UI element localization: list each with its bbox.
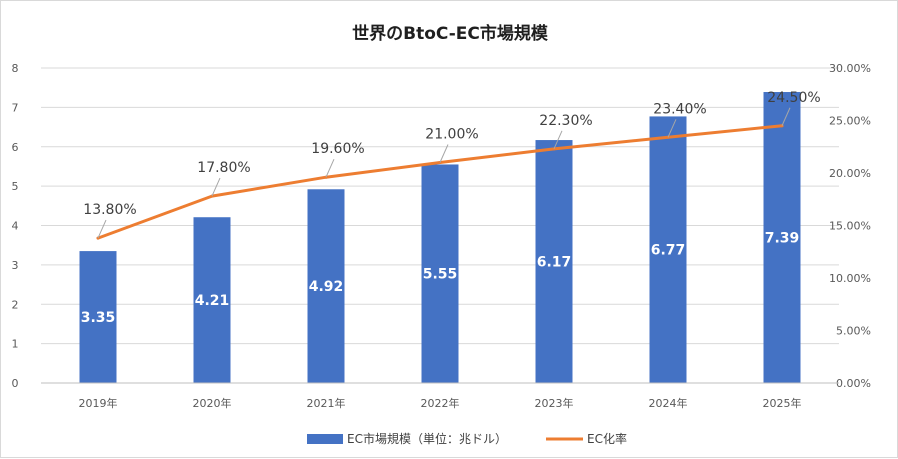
line-value-label: 17.80%: [197, 160, 250, 176]
bar: [421, 164, 459, 383]
bar-value-label: 4.21: [195, 293, 230, 309]
line-value-label: 19.60%: [311, 141, 364, 157]
y-left-tick-label: 8: [12, 62, 19, 75]
y-right-tick-label: 15.00%: [829, 220, 871, 233]
y-right-tick-label: 5.00%: [836, 325, 871, 338]
y-left-tick-label: 7: [12, 101, 19, 114]
bar-series: [79, 92, 801, 384]
legend-label-line: EC化率: [587, 431, 627, 446]
x-tick-label: 2021年: [307, 396, 346, 410]
chart-title: 世界のBtoC-EC市場規模: [352, 23, 549, 44]
leader-line: [325, 158, 335, 178]
x-tick-label: 2019年: [79, 396, 118, 410]
bar-value-label: 6.77: [651, 243, 686, 259]
bar: [79, 251, 117, 383]
data-labels: 3.35 4.21 4.92 5.55 6.17 6.77 7.39 13.80% 17.80%…: [81, 90, 821, 326]
bar-value-label: 6.17: [537, 255, 572, 271]
line-value-label: 22.30%: [539, 113, 592, 129]
line-value-label: 13.80%: [83, 202, 136, 218]
y-left-tick-label: 2: [12, 298, 19, 311]
line-value-label: 21.00%: [425, 127, 478, 143]
y-left-tick-label: 0: [12, 377, 19, 390]
x-tick-label: 2022年: [421, 396, 460, 410]
y-left-tick-label: 4: [12, 220, 19, 233]
axes: 0 1 2 3 4 5 6 7 8 0.00% 5.00% 10.00% 15.00% 20.00% 25.…: [12, 62, 872, 410]
bar-value-label: 7.39: [765, 231, 800, 247]
bar-value-label: 4.92: [309, 279, 344, 295]
x-tick-label: 2020年: [193, 396, 232, 410]
y-left-tick-label: 6: [12, 141, 19, 154]
bar: [649, 116, 687, 384]
y-right-tick-label: 25.00%: [829, 115, 871, 128]
legend: EC市場規模（単位：兆ドル） EC化率: [307, 431, 627, 446]
y-left-tick-label: 5: [12, 180, 19, 193]
bar-value-label: 3.35: [81, 310, 116, 326]
leader-line: [667, 119, 677, 138]
y-left-tick-label: 1: [12, 338, 19, 351]
bar: [307, 189, 345, 383]
y-right-tick-label: 20.00%: [829, 167, 871, 180]
leader-line: [439, 144, 449, 163]
x-tick-label: 2024年: [649, 396, 688, 410]
leader-line: [781, 107, 791, 126]
bar-value-label: 5.55: [423, 267, 458, 283]
leader-line: [553, 130, 563, 150]
legend-label-bars: EC市場規模（単位：兆ドル）: [347, 431, 507, 446]
y-right-tick-label: 0.00%: [836, 377, 871, 390]
leader-line: [211, 177, 221, 197]
x-tick-label: 2023年: [535, 396, 574, 410]
leader-line: [97, 219, 107, 239]
y-right-tick-label: 10.00%: [829, 272, 871, 285]
bar: [763, 92, 801, 384]
x-tick-label: 2025年: [763, 396, 802, 410]
line-value-label: 24.50%: [767, 90, 820, 106]
y-right-tick-label: 30.00%: [829, 62, 871, 75]
bar: [193, 217, 231, 383]
bar: [535, 140, 573, 383]
line-value-label: 23.40%: [653, 101, 706, 117]
legend-swatch-bars: [307, 434, 343, 444]
y-left-tick-label: 3: [12, 259, 19, 272]
